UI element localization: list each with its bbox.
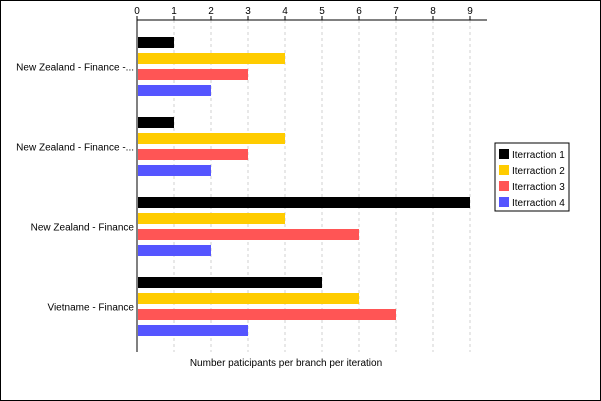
- bar: [138, 165, 211, 176]
- bar: [138, 69, 248, 80]
- x-tick-label: 4: [282, 6, 288, 17]
- legend-swatch: [499, 181, 509, 191]
- bars: [138, 37, 470, 336]
- bar: [138, 197, 470, 208]
- bar: [138, 149, 248, 160]
- x-tick-label: 9: [467, 6, 473, 17]
- legend-swatch: [499, 149, 509, 159]
- bar: [138, 245, 211, 256]
- x-tick-label: 3: [245, 6, 251, 17]
- legend-label: Iterraction 3: [512, 182, 565, 193]
- x-tick-label: 6: [356, 6, 362, 17]
- legend-label: Iterraction 4: [512, 198, 565, 209]
- bar: [138, 85, 211, 96]
- bar: [138, 133, 285, 144]
- bar: [138, 37, 174, 48]
- x-tick-label: 2: [208, 6, 214, 17]
- x-tick-label: 7: [393, 6, 399, 17]
- legend-swatch: [499, 165, 509, 175]
- category-label: Vietname - Finance: [47, 303, 134, 314]
- legend-label: Iterraction 1: [512, 150, 565, 161]
- bar: [138, 229, 359, 240]
- x-tick-label: 0: [134, 6, 140, 17]
- category-label: New Zealand - Finance -...: [16, 143, 134, 154]
- x-tick-label: 1: [171, 6, 177, 17]
- legend-swatch: [499, 197, 509, 207]
- x-tick-label: 5: [319, 6, 325, 17]
- legend-label: Iterraction 2: [512, 166, 565, 177]
- bar: [138, 293, 359, 304]
- axes: [136, 16, 487, 352]
- legend: Iterraction 1 Iterraction 2 Iterraction 3 I…: [494, 142, 570, 212]
- bar: [138, 309, 396, 320]
- category-label: New Zealand - Finance: [31, 223, 135, 234]
- bar: [138, 325, 248, 336]
- x-tick-label: 8: [430, 6, 436, 17]
- category-labels: New Zealand - Finance -... New Zealand - …: [16, 63, 134, 314]
- bar: [138, 213, 285, 224]
- bar: [138, 117, 174, 128]
- bar: [138, 53, 285, 64]
- x-axis-label: Number paticipants per branch per iterat…: [190, 358, 382, 369]
- x-tick-labels: 0 1 2 3 4 5 6 7 8 9: [134, 6, 473, 17]
- category-label: New Zealand - Finance -...: [16, 63, 134, 74]
- bar: [138, 277, 322, 288]
